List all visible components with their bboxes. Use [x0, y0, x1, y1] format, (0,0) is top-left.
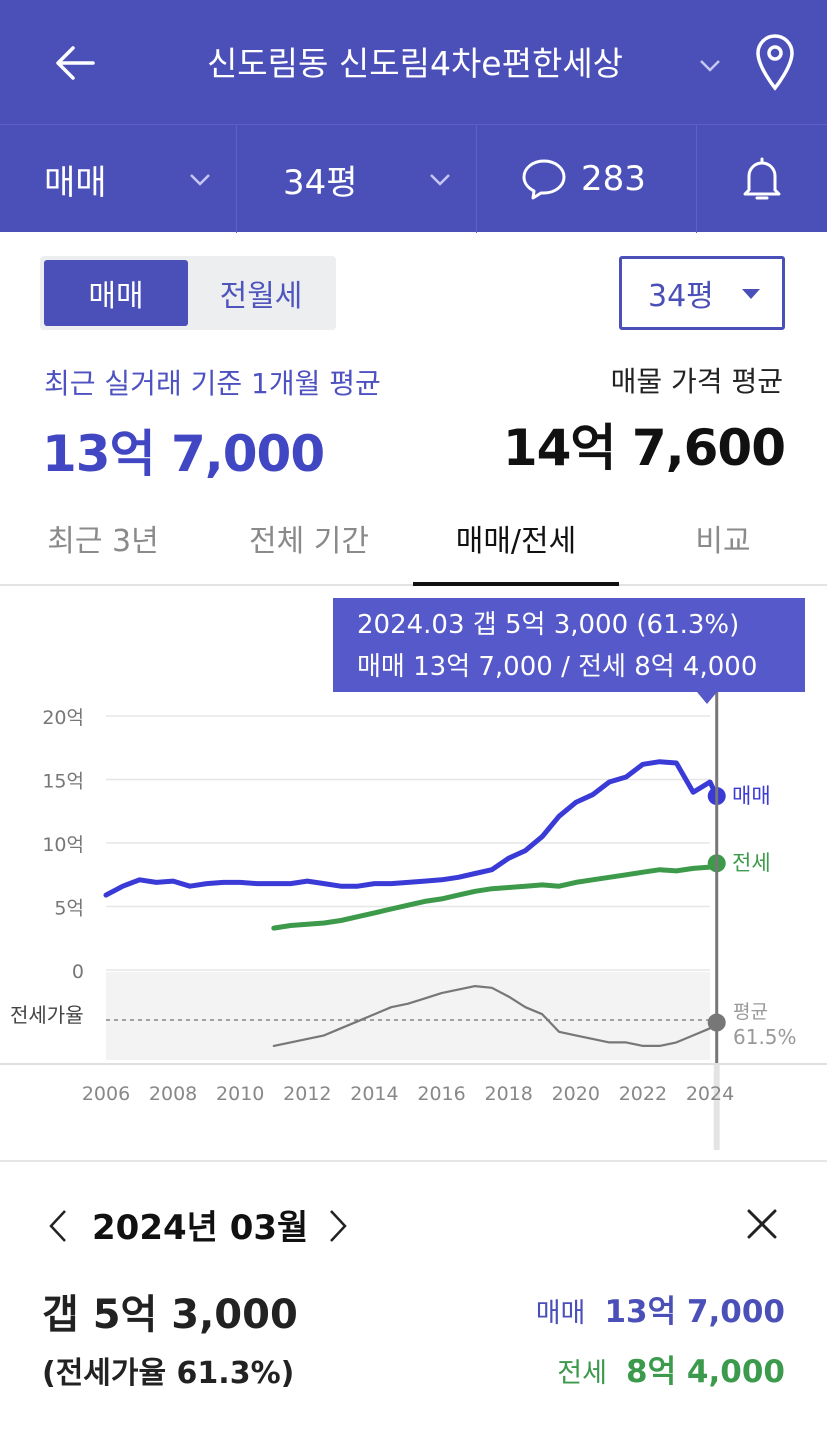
- ratio-band: [106, 972, 710, 1060]
- caret-down-icon: [742, 289, 760, 299]
- recent-average-label: 최근 실거래 기준 1개월 평균: [44, 367, 381, 400]
- bell-icon: [743, 157, 781, 200]
- chevron-down-icon: [430, 174, 450, 186]
- detail-rent-row: 전세 8억 4,000: [557, 1346, 785, 1391]
- filter-bar: 매매 34평 283: [0, 124, 827, 233]
- size-select[interactable]: 34평: [619, 256, 785, 330]
- x-tick-label: 2008: [149, 1083, 197, 1105]
- detail-sale-row: 매매 13억 7,000: [536, 1286, 785, 1331]
- notification-button[interactable]: [697, 125, 827, 233]
- complex-title[interactable]: 신도림동 신도림4차e편한세상: [206, 44, 624, 83]
- ratio-average-label: 평균: [733, 1001, 768, 1023]
- size-filter[interactable]: 34평: [237, 125, 477, 233]
- sale-series-label: 매매: [732, 784, 771, 808]
- title-dropdown-button[interactable]: [690, 46, 730, 86]
- tooltip-pointer: [697, 692, 717, 704]
- x-tick-label: 2024: [686, 1083, 734, 1105]
- y-tick-label: 0: [72, 961, 84, 983]
- x-tick-label: 2018: [484, 1083, 532, 1105]
- chevron-down-icon: [700, 60, 720, 72]
- size-label: 34평: [283, 162, 358, 203]
- chevron-left-icon: [49, 1210, 66, 1242]
- x-tick-label: 2016: [417, 1083, 465, 1105]
- toggle-rent-button[interactable]: 전월세: [219, 279, 303, 314]
- next-month-button[interactable]: [318, 1204, 358, 1248]
- y-tick-label: 10억: [42, 834, 84, 856]
- rent-ratio-line: [272, 985, 718, 1047]
- toggle-sale-button[interactable]: 매매: [44, 260, 188, 326]
- chevron-down-icon: [190, 174, 210, 186]
- rent-series-label: 전세: [732, 851, 771, 875]
- y-tick-label: 20억: [42, 707, 84, 729]
- x-tick-label: 2020: [552, 1083, 600, 1105]
- close-icon: [747, 1209, 777, 1239]
- y-tick-label: 5억: [54, 898, 84, 920]
- detail-month: 2024년 03월: [92, 1208, 309, 1248]
- detail-sale-label: 매매: [535, 1298, 586, 1329]
- detail-rent-label: 전세: [557, 1358, 607, 1389]
- gap-value: 갭 5억 3,000: [42, 1292, 298, 1338]
- tab-all-period[interactable]: 전체 기간: [249, 524, 369, 559]
- comments-button[interactable]: 283: [477, 125, 697, 233]
- tooltip-line-2: 매매 13억 7,000 / 전세 8억 4,000: [357, 652, 758, 682]
- deal-type-filter[interactable]: 매매: [0, 125, 237, 233]
- app-header: 신도림동 신도림4차e편한세상: [0, 0, 827, 124]
- x-tick-label: 2010: [216, 1083, 264, 1105]
- chevron-right-icon: [330, 1210, 347, 1242]
- tooltip-line-1: 2024.03 갭 5억 3,000 (61.3%): [357, 610, 740, 640]
- x-tick-label: 2006: [82, 1083, 130, 1105]
- recent-average-value: 13억 7,000: [42, 425, 325, 483]
- detail-panel: 2024년 03월 갭 5억 3,000 (전세가율 61.3%) 매매 13억…: [0, 1160, 827, 1454]
- x-tick-label: 2012: [283, 1083, 331, 1105]
- sale-price-line: [103, 759, 720, 898]
- trade-type-toggle: 매매 전월세: [40, 256, 336, 330]
- ratio-average-value: 61.5%: [733, 1025, 797, 1049]
- size-select-value: 34평: [648, 279, 714, 314]
- rent-ratio-value: (전세가율 61.3%): [42, 1356, 295, 1391]
- arrow-left-icon: [56, 46, 95, 80]
- detail-rent-value: 8억 4,000: [626, 1354, 785, 1390]
- tab-sale-rent[interactable]: 매매/전세: [413, 492, 619, 586]
- comment-count: 283: [581, 159, 646, 199]
- speech-bubble-icon: [522, 159, 566, 200]
- y-tick-label: 15억: [42, 771, 84, 793]
- listing-average-value: 14억 7,600: [502, 419, 786, 477]
- period-tabs: 최근 3년 전체 기간 매매/전세 비교: [0, 492, 827, 586]
- map-location-button[interactable]: [748, 30, 802, 94]
- chart-tooltip: 2024.03 갭 5억 3,000 (61.3%) 매매 13억 7,000 …: [333, 598, 805, 692]
- close-button[interactable]: [738, 1200, 786, 1248]
- deal-type-label: 매매: [44, 162, 107, 203]
- tab-compare[interactable]: 비교: [695, 524, 751, 559]
- x-tick-label: 2014: [350, 1083, 398, 1105]
- rent-price-line: [271, 860, 720, 931]
- detail-sale-value: 13억 7,000: [604, 1294, 785, 1330]
- listing-average-label: 매물 가격 평균: [610, 365, 783, 398]
- ratio-axis-label: 전세가율: [10, 1003, 84, 1027]
- tab-recent-3y[interactable]: 최근 3년: [47, 524, 159, 559]
- x-tick-label: 2022: [619, 1083, 667, 1105]
- back-button[interactable]: [44, 32, 106, 94]
- map-pin-icon: [756, 34, 794, 91]
- prev-month-button[interactable]: [38, 1204, 78, 1248]
- highlight-line-extension: [713, 1064, 720, 1150]
